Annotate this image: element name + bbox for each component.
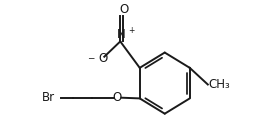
Text: −: −: [87, 53, 95, 62]
Text: CH₃: CH₃: [209, 78, 230, 91]
Text: +: +: [128, 26, 134, 35]
Text: N: N: [116, 28, 125, 41]
Text: O: O: [99, 52, 108, 65]
Text: O: O: [113, 91, 122, 104]
Text: O: O: [119, 3, 128, 16]
Text: Br: Br: [42, 91, 55, 104]
